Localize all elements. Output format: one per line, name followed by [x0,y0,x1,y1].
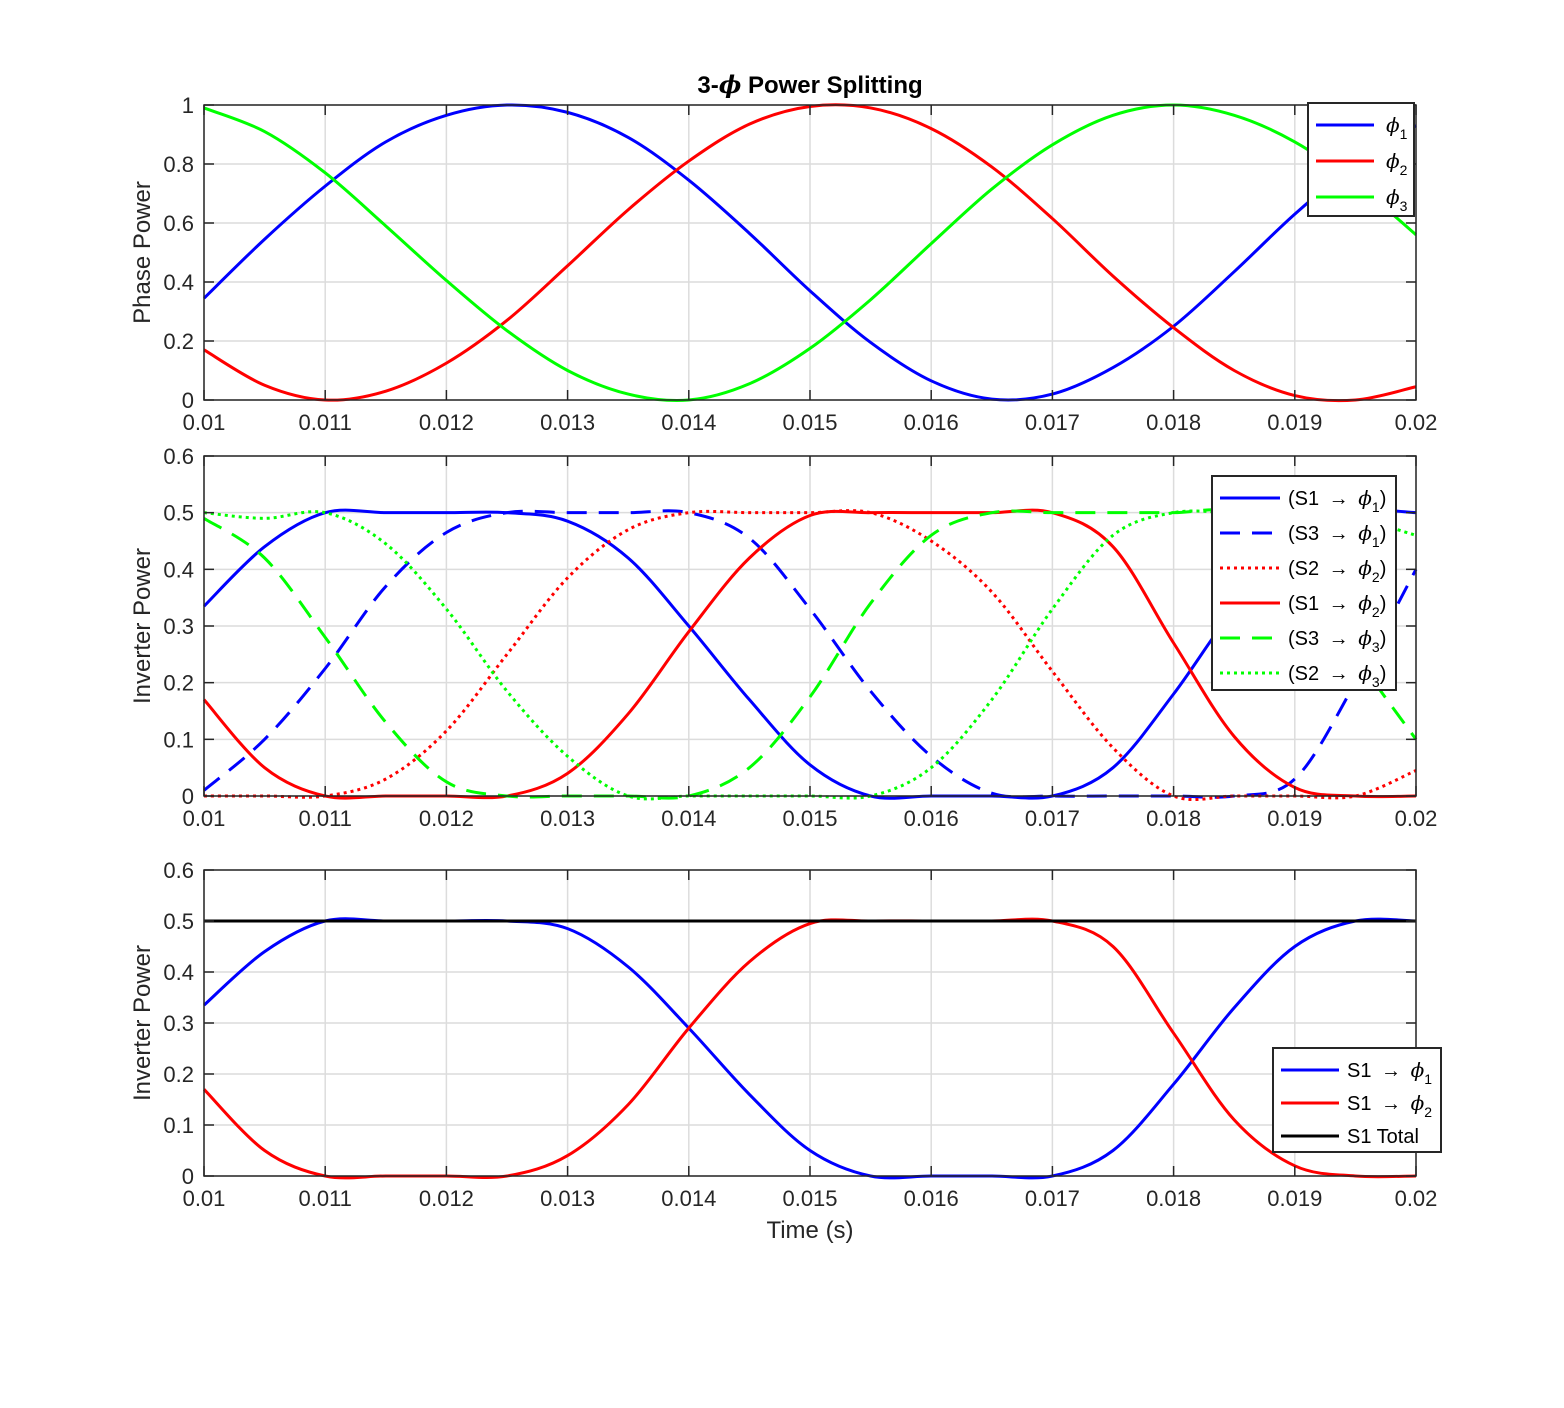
legend-label: ϕ3​ [1386,185,1408,214]
x-tick-label: 0.013 [540,806,595,831]
y-tick-label: 0.1 [163,1113,194,1138]
x-tick-label: 0.017 [1025,1186,1080,1211]
x-tick-label: 0.013 [540,1186,595,1211]
y-tick-label: 0.4 [163,557,194,582]
y-tick-label: 0.2 [163,671,194,696]
x-tick-label: 0.018 [1146,806,1201,831]
legend-box [1211,475,1397,691]
y-tick-label: 0 [182,388,194,413]
legend: ϕ1​ ϕ2​ ϕ3​ [1307,102,1415,217]
series-line [203,103,1417,402]
x-tick-label: 0.011 [298,806,351,831]
x-tick-label: 0.015 [782,806,837,831]
x-tick-label: 0.014 [661,1186,716,1211]
y-tick-label: 0.5 [163,501,194,526]
y-tick-label: 0.2 [163,329,194,354]
ticks: 0.01 0.011 0.012 0.013 0.014 0.015 0.016 0.017 0… [163,93,1437,435]
x-tick-label: 0.02 [1395,410,1438,435]
legend-label: (S3 → ϕ3​) [1288,626,1386,655]
x-axis-label: Time (s) [766,1217,853,1244]
x-tick-label: 0.02 [1395,806,1438,831]
y-tick-label: 0.5 [163,909,194,934]
x-tick-label: 0.014 [661,806,716,831]
y-tick-label: 0 [182,784,194,809]
x-tick-label: 0.019 [1267,410,1322,435]
x-tick-label: 0.02 [1395,1186,1438,1211]
x-tick-label: 0.019 [1267,806,1322,831]
legend: (S1 → ϕ1​) (S3 → ϕ1​) (S2 → ϕ2​) (S1 → ϕ2​)… [1211,475,1397,691]
series-line [203,508,1418,800]
legend: S1 → ϕ1​ S1 → ϕ2​ S1 Total [1272,1047,1442,1153]
x-tick-label: 0.019 [1267,1186,1322,1211]
x-tick-label: 0.016 [904,410,959,435]
legend-label: S1 → ϕ1​ [1347,1058,1432,1087]
x-tick-label: 0.016 [904,1186,959,1211]
x-tick-label: 0.01 [183,1186,226,1211]
legend-label: (S2 → ϕ2​) [1288,556,1386,585]
y-tick-label: 0 [182,1164,194,1189]
x-tick-label: 0.013 [540,410,595,435]
legend-label: ϕ1​ [1386,113,1408,142]
y-tick-label: 0.6 [163,858,194,883]
x-tick-label: 0.017 [1025,410,1080,435]
legend-label: S1 Total [1347,1126,1419,1148]
y-tick-label: 0.2 [163,1062,194,1087]
legend-label: (S2 → ϕ3​) [1288,661,1386,690]
y-tick-label: 0.8 [163,152,194,177]
x-tick-label: 0.011 [298,1186,351,1211]
legend-label: (S1 → ϕ2​) [1288,591,1386,620]
legend-label: (S3 → ϕ1​) [1288,521,1386,550]
series-line [202,103,1417,402]
x-tick-label: 0.016 [904,806,959,831]
y-tick-label: 0.3 [163,614,194,639]
ticks: 0.01 0.011 0.012 0.013 0.014 0.015 0.016 0.017 0… [163,858,1437,1211]
y-tick-label: 0.3 [163,1011,194,1036]
x-tick-label: 0.01 [183,806,226,831]
y-tick-label: 0.6 [163,444,194,469]
y-tick-label: 1 [182,93,194,118]
x-tick-label: 0.015 [782,410,837,435]
x-tick-label: 0.017 [1025,806,1080,831]
chart-title: 3-ϕ Power Splitting [697,70,922,99]
y-tick-label: 0.4 [163,270,194,295]
y-tick-label: 0.4 [163,960,194,985]
subplot-2: 0.01 0.011 0.012 0.013 0.014 0.015 0.016 0.017 0… [129,444,1437,831]
x-tick-label: 0.018 [1146,410,1201,435]
legend-label: (S1 → ϕ1​) [1288,486,1386,515]
x-tick-label: 0.012 [419,1186,474,1211]
y-axis-label: Inverter Power [129,945,156,1101]
x-tick-label: 0.012 [419,410,474,435]
subplot-3: 0.01 0.011 0.012 0.013 0.014 0.015 0.016 0.017 0… [129,858,1442,1244]
x-tick-label: 0.01 [183,410,226,435]
subplot-1: 0.01 0.011 0.012 0.013 0.014 0.015 0.016 0.017 0… [129,70,1437,435]
ticks: 0.01 0.011 0.012 0.013 0.014 0.015 0.016 0.017 0… [163,444,1437,831]
y-axis-label: Inverter Power [129,548,156,704]
y-tick-label: 0.6 [163,211,194,236]
y-axis-label: Phase Power [129,181,156,324]
y-tick-label: 0.1 [163,727,194,752]
legend-label: S1 → ϕ2​ [1347,1091,1432,1120]
x-tick-label: 0.015 [782,1186,837,1211]
x-tick-label: 0.018 [1146,1186,1201,1211]
x-tick-label: 0.012 [419,806,474,831]
x-tick-label: 0.014 [661,410,716,435]
x-tick-label: 0.011 [298,410,351,435]
legend-label: ϕ2​ [1386,149,1408,178]
